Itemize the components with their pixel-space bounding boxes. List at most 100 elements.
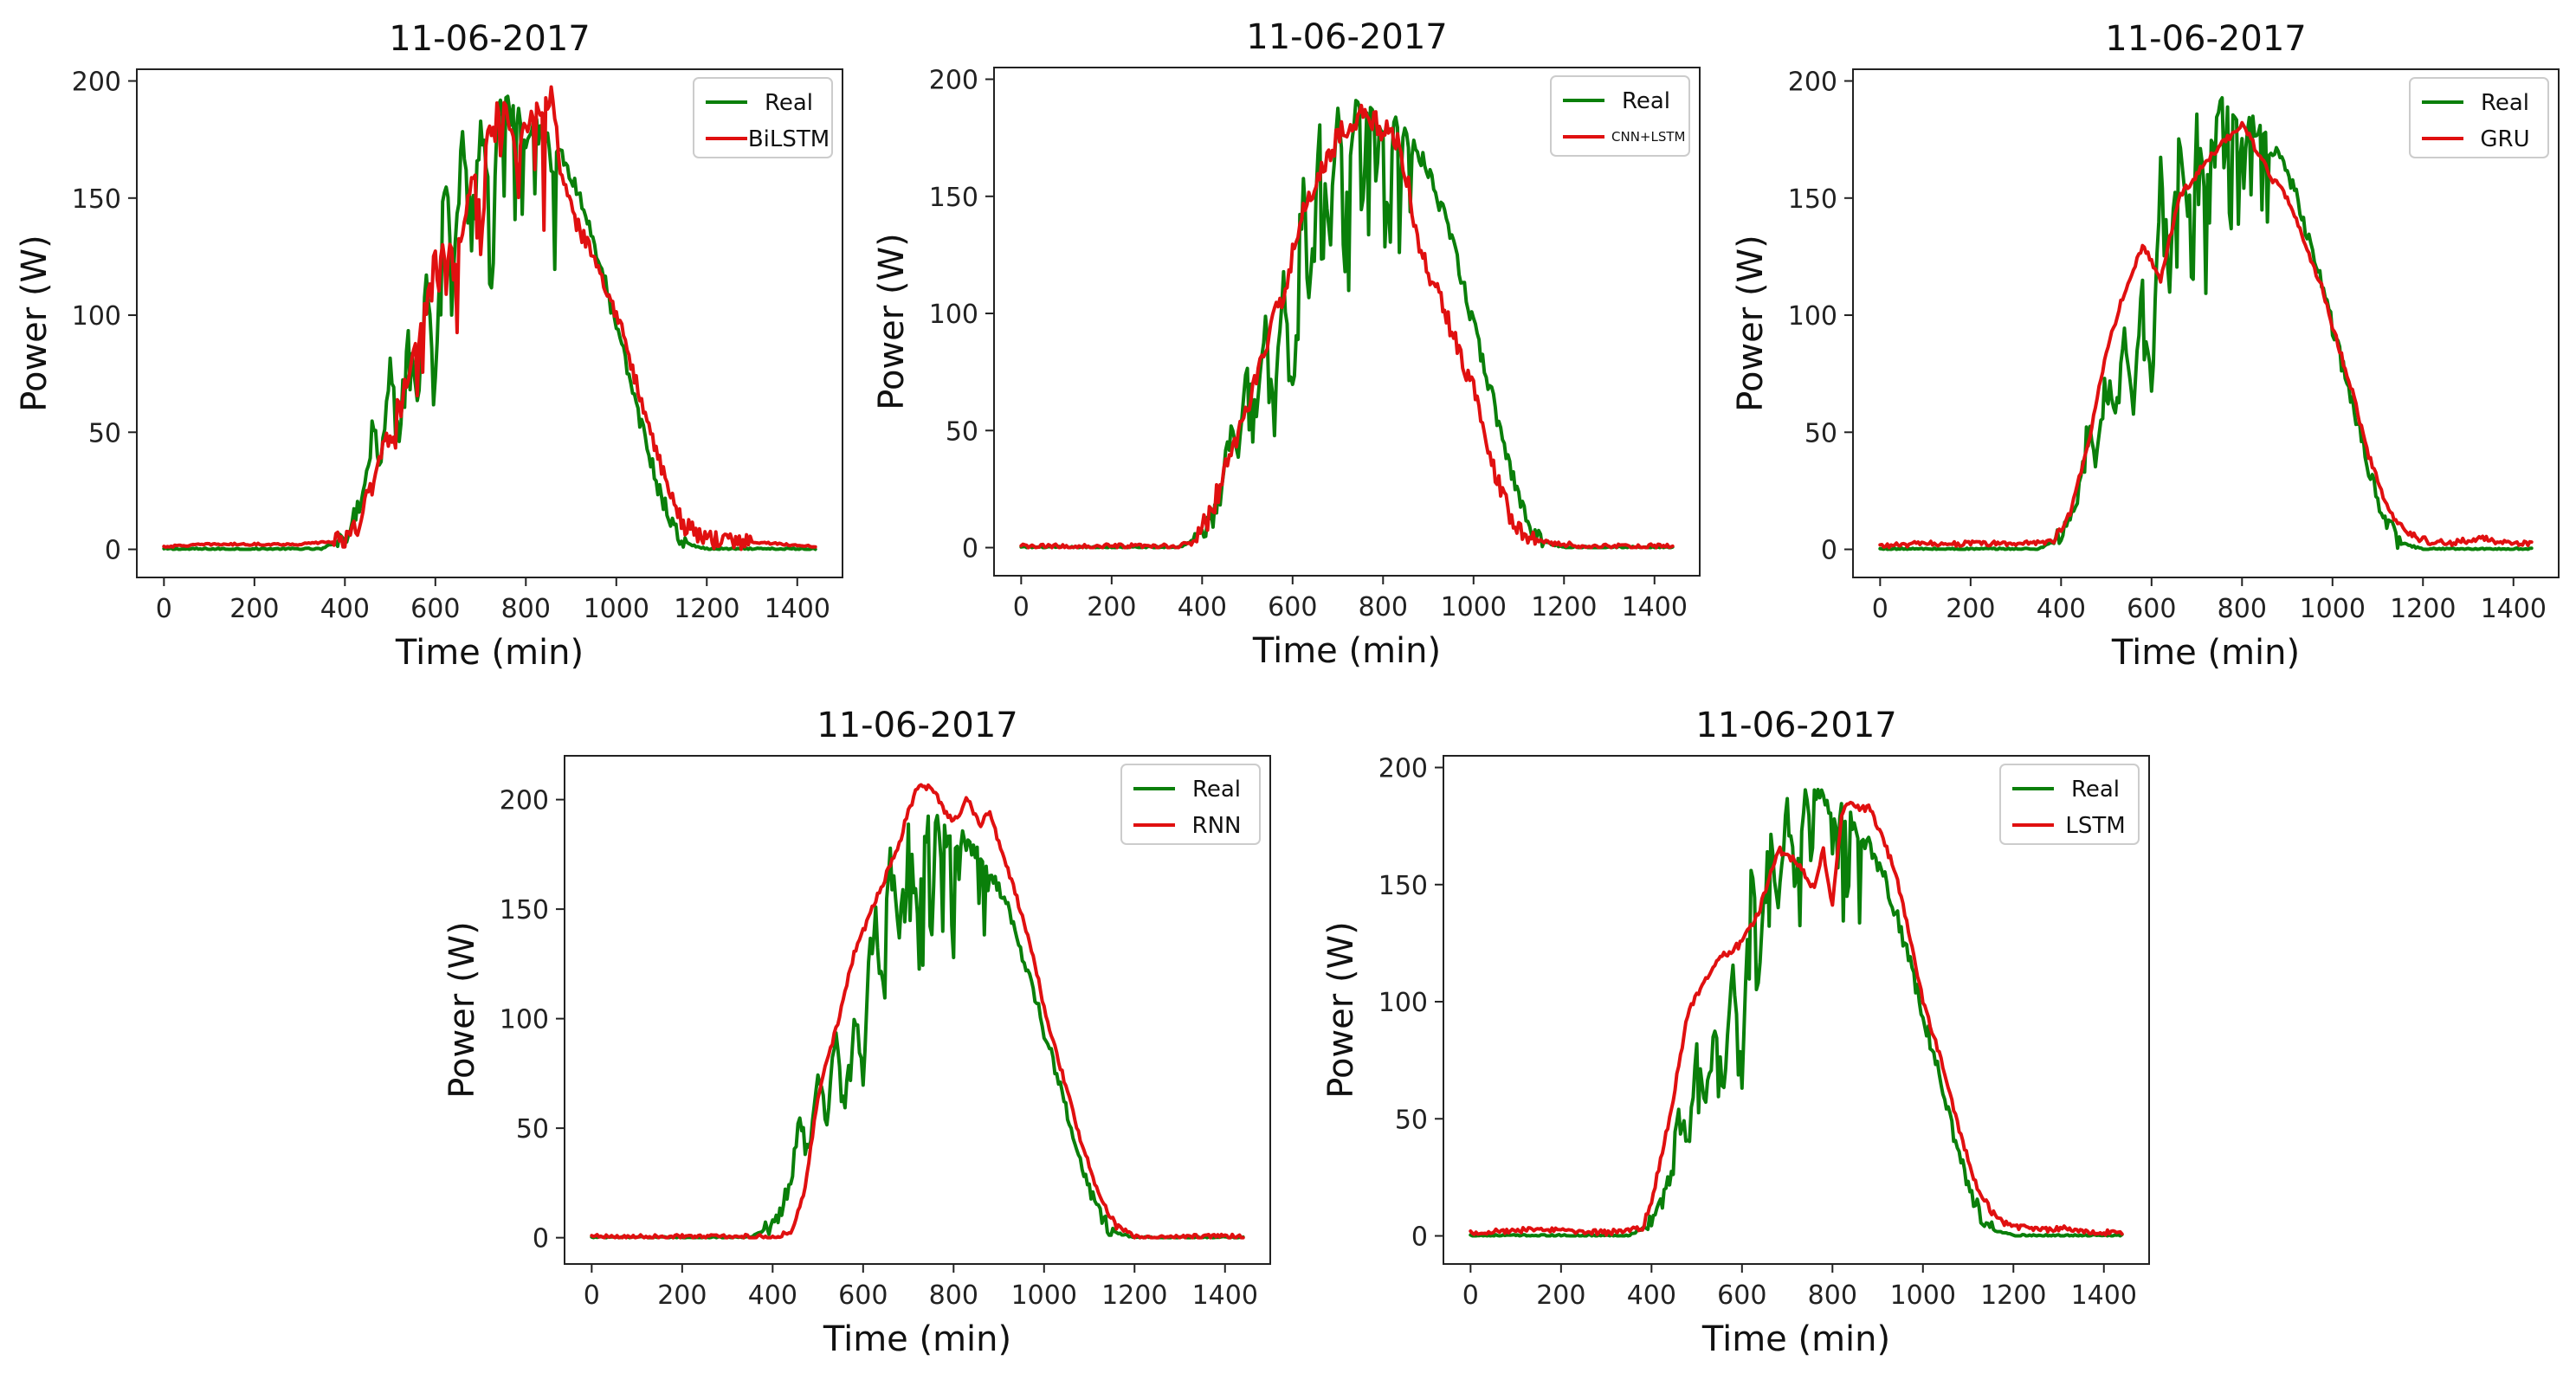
x-tick-label: 1400 [1622, 592, 1688, 622]
y-tick-label: 0 [533, 1224, 549, 1254]
chart-title: 11-06-2017 [817, 706, 1017, 745]
series-line-real [1469, 788, 2124, 1238]
legend: Real GRU [2409, 77, 2549, 158]
chart-title: 11-06-2017 [1695, 706, 1896, 745]
y-tick-label: 200 [1378, 754, 1428, 784]
chart-panel-1: 11-06-2017 0 200 400 600 800 1000 1200 1400 0 50 10… [15, 19, 843, 673]
x-tick-label: 0 [1462, 1280, 1479, 1311]
y-tick-label: 50 [1395, 1105, 1428, 1135]
y-tick-label: 100 [1378, 988, 1428, 1018]
x-tick-label: 400 [320, 594, 370, 624]
x-axis-label: Time (min) [395, 633, 584, 673]
x-tick-label: 1000 [1011, 1280, 1077, 1311]
series-line-cnn-lstm [1019, 103, 1675, 550]
y-tick-label: 200 [72, 68, 121, 98]
x-tick-label: 200 [1946, 594, 1995, 624]
x-tick-label: 1200 [674, 594, 739, 624]
y-tick-label: 100 [929, 300, 978, 330]
chart-title: 11-06-2017 [389, 19, 590, 59]
legend-label: GRU [2480, 126, 2529, 152]
y-axis-label: Power (W) [442, 921, 482, 1098]
x-tick-label: 600 [410, 594, 460, 624]
x-tick-label: 1200 [1531, 592, 1597, 622]
series-line-rnn [590, 783, 1245, 1240]
x-tick-label: 1400 [1192, 1280, 1258, 1311]
x-tick-label: 200 [1536, 1280, 1585, 1311]
x-axis-label: Time (min) [1252, 631, 1441, 671]
y-tick-label: 150 [929, 183, 978, 213]
y-tick-label: 150 [500, 895, 549, 925]
x-tick-label: 800 [1359, 592, 1408, 622]
legend: Real BiLSTM [693, 77, 833, 158]
y-tick-label: 200 [929, 66, 978, 96]
x-axis-label: Time (min) [823, 1319, 1011, 1359]
x-tick-label: 0 [156, 594, 172, 624]
x-tick-label: 600 [2127, 594, 2176, 624]
y-tick-label: 150 [1788, 184, 1837, 215]
chart-title: 11-06-2017 [2105, 19, 2306, 59]
legend-label: RNN [1192, 813, 1242, 839]
chart-panel-5: 11-06-2017 0 200 400 600 800 1000 1200 1400 0 50 10… [1321, 706, 2150, 1359]
x-tick-label: 1200 [1101, 1280, 1167, 1311]
y-tick-label: 0 [962, 534, 978, 564]
x-tick-label: 200 [229, 594, 279, 624]
chart-title: 11-06-2017 [1246, 17, 1447, 57]
chart-panel-2: 11-06-2017 0 200 400 600 800 1000 1200 1400 0 50 10… [872, 17, 1701, 671]
series-line-lstm [1469, 800, 2124, 1237]
x-tick-label: 1200 [1980, 1280, 2046, 1311]
x-tick-label: 600 [838, 1280, 888, 1311]
chart-panel-4: 11-06-2017 0 200 400 600 800 1000 1200 1400 0 50 10… [442, 706, 1271, 1359]
y-axis-label: Power (W) [1731, 235, 1771, 411]
y-axis-label: Power (W) [872, 233, 912, 409]
x-tick-label: 200 [1087, 592, 1136, 622]
y-tick-label: 50 [946, 416, 978, 447]
y-tick-label: 0 [105, 536, 121, 566]
x-tick-label: 1000 [584, 594, 649, 624]
x-tick-label: 0 [1872, 594, 1888, 624]
legend: Real RNN [1120, 764, 1261, 845]
x-tick-label: 800 [2218, 594, 2267, 624]
legend-label: LSTM [2065, 813, 2125, 839]
y-tick-label: 200 [1788, 68, 1837, 98]
legend-label: CNN+LSTM [1611, 129, 1685, 145]
y-tick-label: 50 [1804, 418, 1837, 448]
x-tick-label: 1400 [2481, 594, 2547, 624]
x-tick-label: 0 [1013, 592, 1030, 622]
x-tick-label: 1400 [2071, 1280, 2137, 1311]
legend-label: Real [2481, 90, 2529, 116]
legend-label: Real [765, 90, 813, 116]
x-tick-label: 0 [584, 1280, 600, 1311]
y-tick-label: 50 [516, 1114, 549, 1145]
y-tick-label: 100 [1788, 301, 1837, 332]
legend-label: BiLSTM [748, 126, 830, 152]
x-tick-label: 1000 [1890, 1280, 1956, 1311]
series-line-gru [1878, 120, 2534, 550]
x-tick-label: 200 [657, 1280, 707, 1311]
x-tick-label: 1200 [2390, 594, 2456, 624]
x-tick-label: 800 [501, 594, 551, 624]
chart-panel-3: 11-06-2017 0 200 400 600 800 1000 1200 1400 0 50 10… [1731, 19, 2560, 673]
y-tick-label: 0 [1821, 536, 1837, 566]
y-axis-label: Power (W) [15, 235, 55, 411]
legend-label: Real [1622, 88, 1670, 114]
x-tick-label: 1000 [1441, 592, 1507, 622]
y-tick-label: 200 [500, 786, 549, 816]
legend: Real CNN+LSTM [1550, 75, 1690, 157]
x-tick-label: 800 [929, 1280, 978, 1311]
legend-label: Real [2071, 777, 2120, 803]
y-tick-label: 50 [88, 418, 121, 448]
x-tick-label: 400 [1627, 1280, 1676, 1311]
y-tick-label: 150 [1378, 871, 1428, 901]
x-tick-label: 600 [1717, 1280, 1766, 1311]
x-tick-label: 1400 [765, 594, 830, 624]
series-line-real [162, 94, 817, 551]
x-axis-label: Time (min) [1701, 1319, 1890, 1359]
x-tick-label: 600 [1268, 592, 1317, 622]
y-tick-label: 0 [1411, 1222, 1428, 1253]
x-tick-label: 400 [748, 1280, 797, 1311]
x-tick-label: 800 [1808, 1280, 1857, 1311]
x-tick-label: 400 [1178, 592, 1227, 622]
y-tick-label: 150 [72, 184, 121, 215]
x-tick-label: 400 [2037, 594, 2086, 624]
